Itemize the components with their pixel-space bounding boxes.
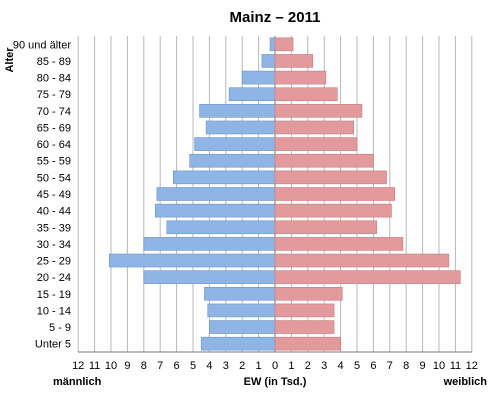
bar-female <box>274 237 404 251</box>
x-tick-label: 2 <box>239 360 245 372</box>
bar-female <box>274 187 396 201</box>
bar-female <box>274 203 392 218</box>
x-tick-label: 6 <box>370 360 376 372</box>
y-tick-label: 5 - 9 <box>49 322 71 334</box>
y-tick-label: 65 - 69 <box>37 122 71 134</box>
bar-female <box>274 287 343 301</box>
x-tick-label: 3 <box>223 360 229 372</box>
x-tick-label: 2 <box>305 360 311 372</box>
x-axis-label: EW (in Tsd.) <box>244 376 307 388</box>
y-tick-label: 20 - 24 <box>37 272 71 284</box>
bar-female <box>274 37 294 52</box>
y-tick-label: 25 - 29 <box>37 256 71 268</box>
bar-female <box>274 54 314 68</box>
y-tick-label: Unter 5 <box>35 339 71 351</box>
bar-female <box>274 170 387 185</box>
bar-female <box>274 120 355 135</box>
bar-male <box>109 253 276 268</box>
x-tick-labels: 12 11 10 9 8 7 6 5 4 3 2 1 0 1 2 3 4 5 6 7 8 9 10 11 12 <box>72 360 478 372</box>
x-tick-label: 4 <box>206 360 212 372</box>
chart-title: Mainz – 2011 <box>230 9 321 26</box>
bar-male <box>261 54 276 68</box>
bar-male <box>207 303 276 318</box>
bar-female <box>274 336 341 351</box>
x-tick-label: 1 <box>288 360 294 372</box>
bar-male <box>269 37 276 52</box>
y-tick-label: 55 - 59 <box>37 156 71 168</box>
x-tick-label: 7 <box>157 360 163 372</box>
bar-male <box>200 336 276 351</box>
bar-female <box>274 303 335 318</box>
y-tick-label: 30 - 34 <box>37 239 71 251</box>
y-tick-label: 40 - 44 <box>37 206 71 218</box>
bar-male <box>143 270 276 284</box>
x-tick-label: 0 <box>272 360 278 372</box>
x-tick-label: 1 <box>256 360 262 372</box>
x-tick-label: 3 <box>321 360 327 372</box>
y-axis-label: Alter <box>4 47 16 73</box>
y-tick-labels: 90 und älter 85 - 89 80 - 84 75 - 79 70 - 74… <box>13 39 71 350</box>
x-tick-label: 12 <box>466 360 478 372</box>
y-tick-label: 60 - 64 <box>37 139 71 151</box>
x-tick-label: 9 <box>124 360 130 372</box>
bar-male <box>143 237 276 251</box>
male-label: männlich <box>53 376 102 388</box>
x-tick-label: 6 <box>174 360 180 372</box>
bar-male <box>156 187 276 201</box>
bar-male <box>166 220 276 235</box>
bar-female <box>274 253 450 268</box>
x-tick-label: 11 <box>89 360 100 372</box>
bar-male <box>173 170 276 185</box>
bar-female <box>274 270 461 284</box>
x-tick-label: 9 <box>420 360 426 372</box>
x-tick-label: 4 <box>338 360 344 372</box>
bar-female <box>274 104 363 118</box>
x-tick-label: 12 <box>72 360 84 372</box>
x-tick-label: 7 <box>387 360 393 372</box>
bar-female <box>274 153 374 168</box>
bars <box>109 37 461 351</box>
bar-male <box>154 203 276 218</box>
x-tick-label: 5 <box>354 360 360 372</box>
x-tick-label: 11 <box>450 360 461 372</box>
bar-male <box>209 320 276 334</box>
bar-male <box>204 287 276 301</box>
bar-male <box>189 153 276 168</box>
bar-female <box>274 320 335 334</box>
bar-male <box>241 70 276 85</box>
bar-male <box>228 87 276 101</box>
y-tick-label: 45 - 49 <box>37 189 71 201</box>
y-tick-label: 75 - 79 <box>37 89 71 101</box>
y-tick-label: 50 - 54 <box>37 172 71 184</box>
y-tick-label: 80 - 84 <box>37 73 71 85</box>
y-tick-label: 90 und älter <box>13 39 71 51</box>
x-tick-label: 5 <box>190 360 196 372</box>
y-tick-label: 35 - 39 <box>37 222 71 234</box>
y-tick-label: 70 - 74 <box>37 106 71 118</box>
y-tick-label: 10 - 14 <box>37 305 71 317</box>
bar-female <box>274 220 377 235</box>
y-tick-label: 85 - 89 <box>37 56 71 68</box>
x-tick-label: 8 <box>403 360 409 372</box>
bar-female <box>274 137 358 151</box>
bar-male <box>199 104 276 118</box>
x-tick-label: 10 <box>105 360 117 372</box>
bar-male <box>205 120 276 135</box>
bar-female <box>274 70 327 85</box>
x-tick-label: 10 <box>433 360 445 372</box>
female-label: weiblich <box>443 376 488 388</box>
bar-female <box>274 87 338 101</box>
x-tick-label: 8 <box>141 360 147 372</box>
bar-male <box>194 137 276 151</box>
y-tick-label: 15 - 19 <box>37 289 71 301</box>
